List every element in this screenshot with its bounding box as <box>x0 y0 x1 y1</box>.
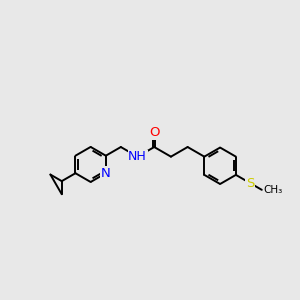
Text: N: N <box>101 167 111 180</box>
Text: S: S <box>246 177 254 190</box>
Text: O: O <box>149 126 160 139</box>
Text: NH: NH <box>128 150 147 163</box>
Text: CH₃: CH₃ <box>263 185 282 195</box>
